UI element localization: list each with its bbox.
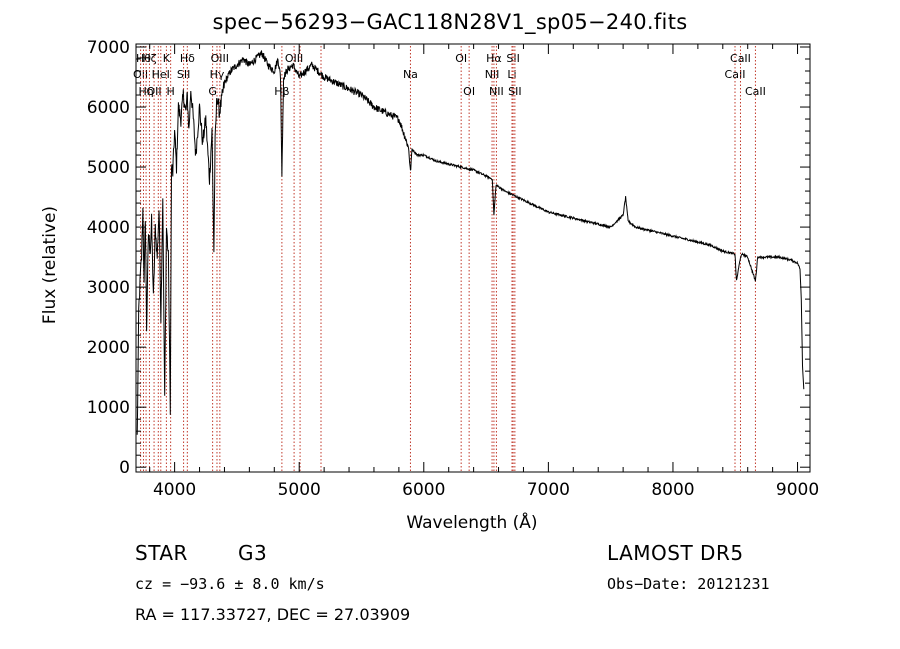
survey-name: LAMOST DR5 [607, 541, 744, 565]
x-tick-label: 8000 [651, 480, 694, 500]
x-tick-label: 4000 [153, 480, 196, 500]
x-tick-label: 9000 [776, 480, 819, 500]
object-class: STAR [135, 541, 188, 565]
y-tick-label: 4000 [87, 218, 130, 238]
object-subclass: G3 [238, 541, 268, 565]
spectral-line-label: OII [146, 85, 161, 98]
x-tick-label: 5000 [278, 480, 321, 500]
x-tick-label: 6000 [402, 480, 445, 500]
spectral-line-label: NII [489, 85, 504, 98]
plot-frame [135, 43, 811, 473]
spectral-line-label: SII [506, 52, 519, 65]
x-tick-label: 7000 [527, 480, 570, 500]
spectral-line-label: Hζ [142, 52, 156, 65]
spectral-line-label: CaII [725, 68, 746, 81]
spectral-line-label: NII [485, 68, 500, 81]
redshift-cz: cz = −93.6 ± 8.0 km/s [135, 575, 325, 593]
spectral-line-label: K [163, 52, 171, 65]
y-tick-label: 6000 [87, 98, 130, 118]
y-tick-label: 3000 [87, 278, 130, 298]
spectral-line-label: G [208, 85, 217, 98]
observation-date: Obs−Date: 20121231 [607, 575, 770, 593]
y-tick-label: 1000 [87, 398, 130, 418]
spectral-line-label: SII [177, 68, 190, 81]
spectral-line-label: Hγ [210, 68, 225, 81]
spectral-line-label: HeI [152, 68, 170, 81]
x-axis-label: Wavelength (Å) [406, 511, 537, 533]
spectral-line-label: CaII [730, 52, 751, 65]
spectral-line-label: OIII [285, 52, 303, 65]
spectral-line-label: CaII [745, 85, 766, 98]
y-tick-label: 5000 [87, 158, 130, 178]
spectral-line-label: OI [463, 85, 475, 98]
y-tick-label: 2000 [87, 338, 130, 358]
y-tick-label: 7000 [87, 38, 130, 58]
spectrum-line [136, 50, 805, 435]
spectral-line-label: Na [403, 68, 418, 81]
spectral-line-label: OI [455, 52, 467, 65]
spectral-line-label: Hα [486, 52, 502, 65]
spectral-line-label: OIII [211, 52, 229, 65]
spectral-line-label: SII [508, 85, 521, 98]
spectral-line-label: Hδ [180, 52, 195, 65]
spectral-line-label: Hθ [136, 52, 151, 65]
y-tick-label: 0 [119, 458, 130, 478]
spectral-line-label: Li [507, 68, 516, 81]
spectral-line-label: H [166, 85, 174, 98]
chart-title: spec−56293−GAC118N28V1_sp05−240.fits [212, 10, 688, 34]
spectral-line-label: Hβ [274, 85, 289, 98]
coordinates: RA = 117.33727, DEC = 27.03909 [135, 605, 411, 624]
y-axis-label: Flux (relative) [40, 206, 60, 324]
